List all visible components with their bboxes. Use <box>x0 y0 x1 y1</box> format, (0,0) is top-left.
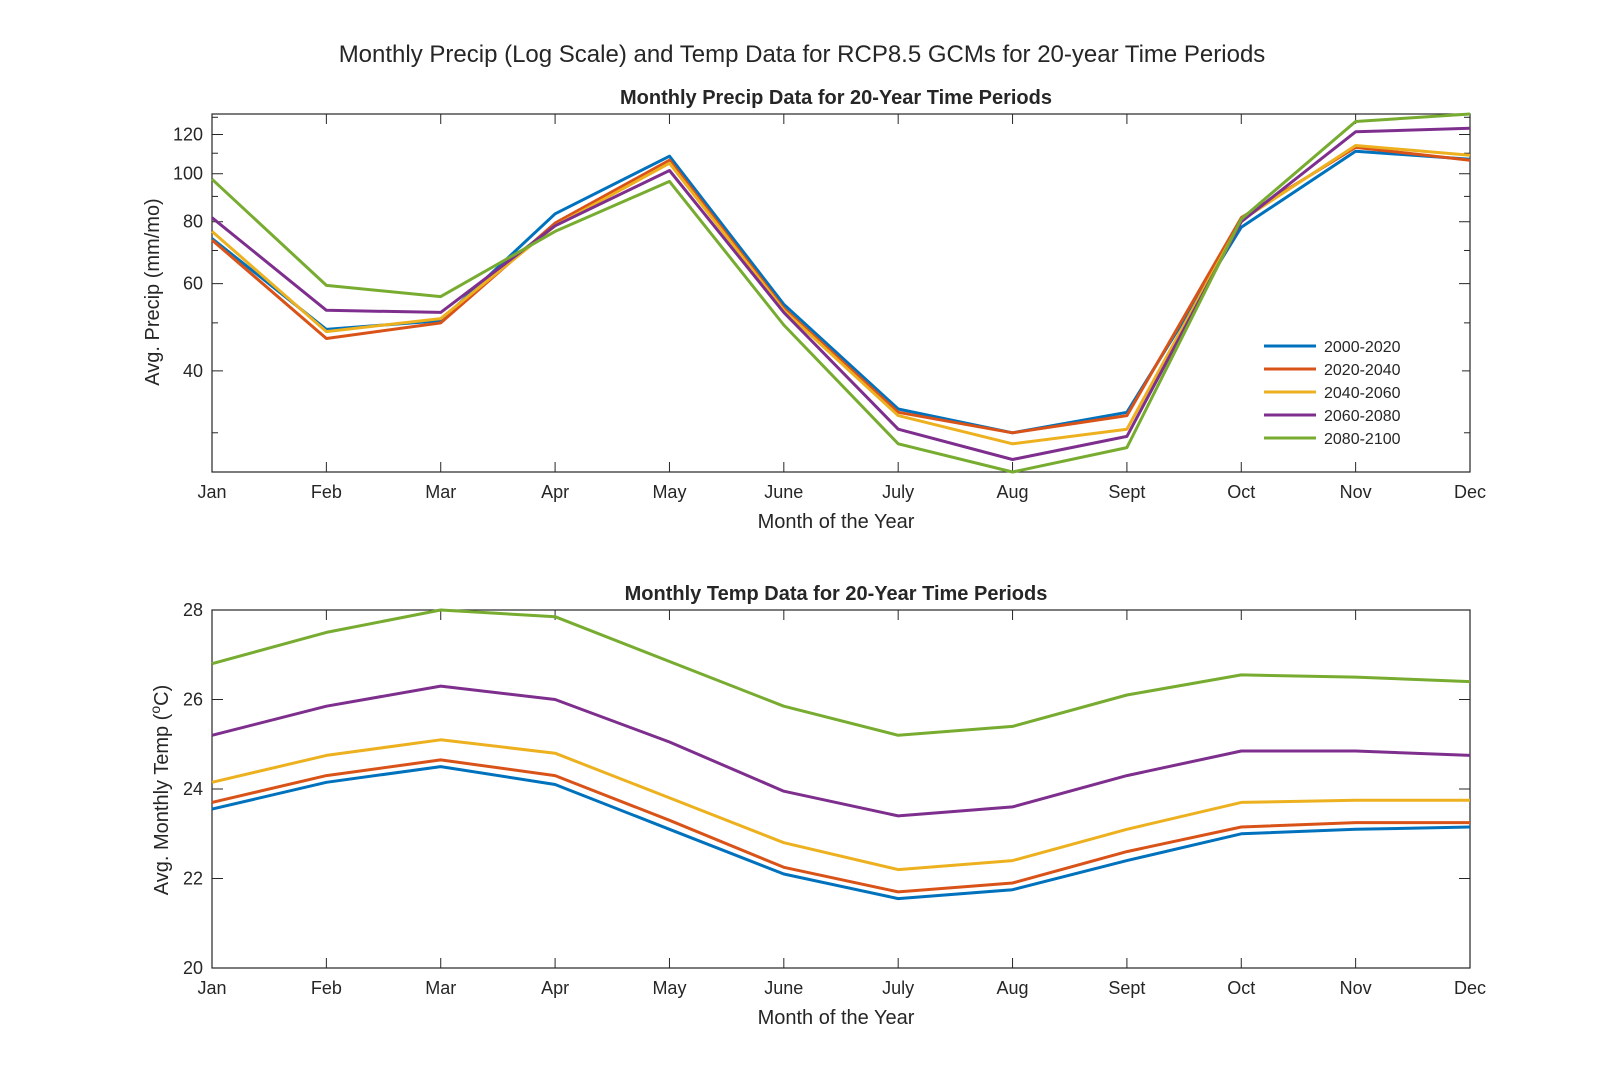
temp-y-tick-label: 24 <box>183 779 203 799</box>
temp-y-axis-label: Avg. Monthly Temp (oC) <box>147 685 173 895</box>
temp-x-tick-label: Feb <box>311 978 342 998</box>
temp-chart: Monthly Temp Data for 20-Year Time Perio… <box>147 583 1486 1029</box>
temp-x-tick-label: Oct <box>1227 978 1255 998</box>
precip-x-tick-label: May <box>652 482 686 502</box>
precip-x-tick-label: Oct <box>1227 482 1255 502</box>
precip-legend-label: 2020-2040 <box>1324 362 1401 379</box>
precip-x-tick-label: Aug <box>997 482 1029 502</box>
temp-x-tick-label: Dec <box>1454 978 1486 998</box>
temp-y-axis-label-before: Avg. Monthly Temp ( <box>151 713 173 895</box>
precip-x-tick-label: June <box>764 482 803 502</box>
precip-x-tick-label: Dec <box>1454 482 1486 502</box>
temp-series-line-2040-2060 <box>211 738 1470 872</box>
temp-x-tick-label: Mar <box>425 978 456 998</box>
temp-x-axis-label: Month of the Year <box>758 1007 915 1029</box>
precip-y-tick-label: 40 <box>183 361 203 381</box>
precip-x-tick-label: July <box>882 482 914 502</box>
temp-y-tick-label: 26 <box>183 690 203 710</box>
temp-x-tick-label: May <box>652 978 686 998</box>
precip-legend-label: 2000-2020 <box>1324 339 1401 356</box>
precip-legend-label: 2080-2100 <box>1324 431 1401 448</box>
temp-y-axis-label-degree: o <box>147 706 163 714</box>
temp-y-tick-label: 20 <box>183 958 203 978</box>
precip-y-tick-label: 120 <box>173 125 203 145</box>
precip-chart: Monthly Precip Data for 20-Year Time Per… <box>142 87 1486 533</box>
temp-y-tick-label: 22 <box>183 869 203 889</box>
precip-x-tick-label: Feb <box>311 482 342 502</box>
precip-y-tick-label: 80 <box>183 212 203 232</box>
temp-x-tick-label: July <box>882 978 914 998</box>
figure-title: Monthly Precip (Log Scale) and Temp Data… <box>339 41 1266 68</box>
temp-y-tick-label: 28 <box>183 600 203 620</box>
temp-x-tick-label: Sept <box>1108 978 1145 998</box>
temp-series-line-2080-2100 <box>211 608 1471 737</box>
temp-x-tick-label: Apr <box>541 978 569 998</box>
precip-x-tick-label: Jan <box>197 482 226 502</box>
precip-series-line-2060-2080 <box>211 126 1471 461</box>
precip-series-line-2080-2100 <box>210 112 1471 474</box>
precip-legend-label: 2040-2060 <box>1324 385 1401 402</box>
temp-x-tick-label: Jan <box>197 978 226 998</box>
precip-plot-area <box>211 113 1471 473</box>
temp-x-tick-label: Nov <box>1340 978 1372 998</box>
precip-chart-title: Monthly Precip Data for 20-Year Time Per… <box>620 87 1052 109</box>
temp-series-line-2060-2080 <box>211 684 1471 818</box>
temp-x-tick-label: Aug <box>997 978 1029 998</box>
precip-x-tick-label: Mar <box>425 482 456 502</box>
temp-chart-title: Monthly Temp Data for 20-Year Time Perio… <box>625 583 1048 605</box>
precip-x-tick-label: Sept <box>1108 482 1145 502</box>
precip-y-axis-label: Avg. Precip (mm/mo) <box>142 198 164 385</box>
precip-y-tick-label: 100 <box>173 164 203 184</box>
temp-x-tick-label: June <box>764 978 803 998</box>
precip-x-tick-label: Nov <box>1340 482 1372 502</box>
temp-series-line-2000-2020 <box>211 765 1471 901</box>
temp-series-line-2020-2040 <box>211 758 1470 894</box>
precip-x-tick-label: Apr <box>541 482 569 502</box>
precip-y-tick-label: 60 <box>183 274 203 294</box>
temp-y-axis-label-after: C) <box>151 685 173 706</box>
precip-legend-label: 2060-2080 <box>1324 408 1401 425</box>
precip-x-axis-label: Month of the Year <box>758 511 915 533</box>
